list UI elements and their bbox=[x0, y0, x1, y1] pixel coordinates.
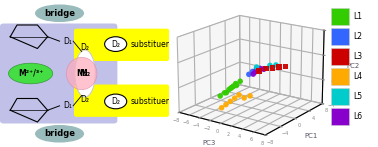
Ellipse shape bbox=[105, 94, 127, 109]
Bar bbox=[331, 68, 349, 85]
Text: bridge: bridge bbox=[44, 9, 75, 18]
Text: L5: L5 bbox=[353, 92, 363, 101]
Text: L4: L4 bbox=[353, 72, 363, 81]
Text: D₂: D₂ bbox=[111, 97, 120, 106]
Bar bbox=[331, 108, 349, 125]
Text: substituents: substituents bbox=[131, 97, 179, 106]
Text: L3: L3 bbox=[353, 52, 363, 61]
Text: M₂: M₂ bbox=[76, 69, 87, 78]
FancyBboxPatch shape bbox=[74, 85, 169, 117]
X-axis label: PC3: PC3 bbox=[203, 140, 216, 146]
Text: D₁: D₁ bbox=[63, 37, 72, 46]
Text: M²⁺/³⁺: M²⁺/³⁺ bbox=[18, 69, 43, 78]
Text: L6: L6 bbox=[353, 112, 363, 121]
Text: D₁: D₁ bbox=[63, 101, 72, 110]
Text: L2: L2 bbox=[353, 32, 363, 41]
Ellipse shape bbox=[75, 50, 95, 97]
Ellipse shape bbox=[36, 5, 83, 21]
Text: bridge: bridge bbox=[44, 129, 75, 138]
Text: L1: L1 bbox=[353, 12, 363, 21]
Text: D₂: D₂ bbox=[81, 42, 90, 52]
Text: substituents: substituents bbox=[131, 40, 179, 49]
FancyBboxPatch shape bbox=[0, 24, 117, 123]
Text: D₂: D₂ bbox=[111, 40, 120, 49]
Text: D₂: D₂ bbox=[81, 95, 90, 105]
Bar bbox=[331, 88, 349, 105]
Text: M₂: M₂ bbox=[79, 69, 91, 78]
Ellipse shape bbox=[8, 63, 53, 84]
Y-axis label: PC1: PC1 bbox=[305, 133, 318, 139]
Ellipse shape bbox=[105, 37, 127, 51]
Bar bbox=[331, 28, 349, 45]
FancyBboxPatch shape bbox=[74, 29, 169, 61]
Bar bbox=[331, 8, 349, 25]
Bar bbox=[331, 48, 349, 65]
Ellipse shape bbox=[67, 57, 97, 90]
Ellipse shape bbox=[36, 126, 83, 142]
